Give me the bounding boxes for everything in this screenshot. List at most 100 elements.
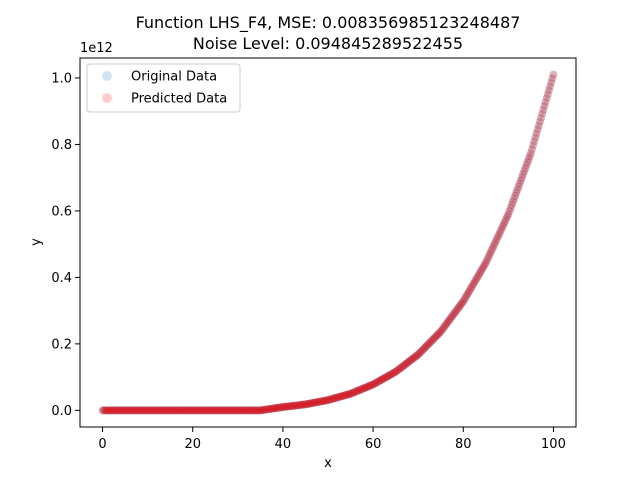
data-point [471,276,480,285]
data-point [286,402,295,411]
data-point [531,133,540,142]
data-point [239,406,248,415]
data-point [174,406,183,415]
data-point [480,260,489,269]
data-point [326,395,335,404]
data-point [197,406,206,415]
data-point [499,219,508,228]
data-point [228,406,237,415]
data-point [251,406,260,415]
data-point [211,406,220,415]
data-point [534,121,543,130]
data-point [131,406,140,415]
data-point [484,253,493,262]
data-point [335,392,344,401]
data-point [101,406,110,415]
data-point [458,298,467,307]
data-point [521,164,530,173]
data-point [433,331,442,340]
data-point [503,212,512,221]
data-point [462,291,471,300]
data-point [246,406,255,415]
data-point [539,105,548,114]
data-point [469,279,478,288]
data-point [264,405,273,414]
data-point [284,402,293,411]
data-point [247,406,256,415]
data-point [399,361,408,370]
data-point [361,383,370,392]
data-point [127,406,136,415]
data-point [260,405,269,414]
data-point [347,389,356,398]
data-point [547,78,556,87]
data-point [461,293,470,302]
data-point [540,102,549,110]
data-point [414,350,423,359]
data-point [532,129,541,138]
data-point [291,401,300,410]
data-point [167,406,176,415]
data-point [251,406,260,415]
data-point [404,358,413,367]
data-point [317,397,326,406]
data-point [168,406,177,415]
y-tick-label: 0.4 [51,271,72,286]
data-point [254,406,263,415]
data-point [151,406,160,415]
data-point [130,406,139,415]
data-point [453,304,462,313]
data-point [436,327,445,336]
data-point [177,406,186,415]
data-point [112,406,121,415]
data-point [371,379,380,388]
data-point [230,406,239,415]
data-point [212,406,221,415]
data-point [427,336,436,345]
data-point [451,307,460,316]
data-point [468,281,477,290]
x-axis: 0 20 40 60 80 100 [98,427,566,452]
data-point [151,406,160,415]
data-point [265,405,274,414]
data-point [528,145,537,154]
data-point [507,201,516,210]
data-point [264,405,273,414]
data-point [128,406,137,415]
data-point [322,396,331,405]
data-point [508,198,517,207]
data-point [503,212,512,221]
data-point [176,406,185,415]
data-point [513,185,522,194]
data-point [423,341,432,350]
data-point [116,406,125,415]
data-point [104,406,113,415]
data-point [262,405,270,414]
data-point [441,321,450,330]
data-point [369,380,378,389]
data-point [177,406,186,415]
data-point [521,164,530,173]
data-point [384,371,393,380]
data-point [105,406,114,415]
data-point [172,406,181,415]
data-point [424,340,433,349]
data-point [139,406,148,415]
data-point [420,343,429,352]
data-point [313,398,322,407]
data-point [187,406,196,415]
data-point [490,239,499,248]
data-point [109,406,118,415]
data-point [140,406,149,415]
data-point [310,398,319,407]
data-point [406,356,415,365]
data-point [209,406,218,415]
data-point [298,400,307,409]
data-point [467,283,476,292]
data-point [271,404,280,413]
data-point [343,390,352,399]
data-point [286,402,295,411]
data-point [188,406,197,415]
data-point [348,388,357,397]
data-point [428,335,437,344]
